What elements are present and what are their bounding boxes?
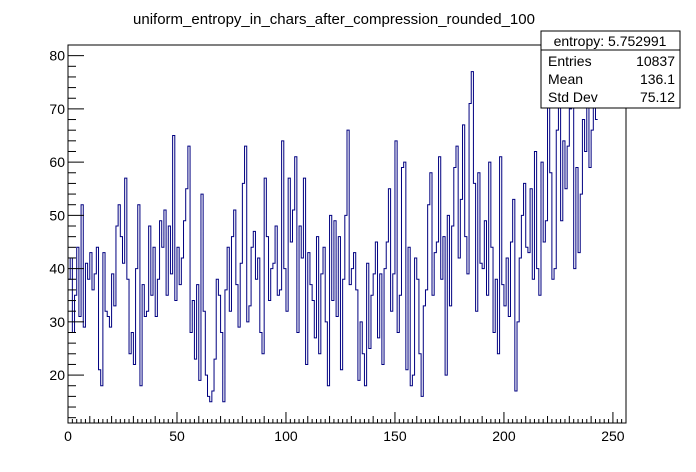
- stats-value-stddev: 75.12: [640, 89, 675, 105]
- chart-title: uniform_entropy_in_chars_after_compressi…: [133, 11, 535, 28]
- stats-box-title: entropy: 5.752991: [554, 33, 667, 49]
- stats-label-mean: Mean: [548, 71, 583, 87]
- y-tick-label: 50: [49, 207, 65, 223]
- x-tick-label: 150: [383, 428, 407, 444]
- y-tick-label: 30: [49, 314, 65, 330]
- x-tick-label: 50: [169, 428, 185, 444]
- stats-value-entries: 10837: [636, 53, 675, 69]
- histogram-series: [68, 71, 598, 403]
- x-axis: 0 50 100 150 200 250: [64, 412, 627, 444]
- stats-label-stddev: Std Dev: [548, 89, 598, 105]
- x-tick-label: 100: [274, 428, 298, 444]
- histogram-step-line: [68, 71, 598, 403]
- stats-value-mean: 136.1: [640, 71, 675, 87]
- x-tick-label: 200: [492, 428, 516, 444]
- y-tick-label: 70: [49, 101, 65, 117]
- y-tick-label: 40: [49, 261, 65, 277]
- stats-label-entries: Entries: [548, 53, 592, 69]
- y-axis: 20 30 40 50 60 70 80: [49, 44, 84, 419]
- y-tick-label: 60: [49, 154, 65, 170]
- stats-box: entropy: 5.752991 Entries 10837 Mean 136…: [540, 30, 681, 109]
- stats-box-frame: [540, 30, 681, 109]
- x-tick-label: 0: [64, 428, 72, 444]
- plot-frame: [67, 44, 627, 424]
- y-tick-label: 20: [49, 367, 65, 383]
- y-tick-label: 80: [49, 48, 65, 64]
- x-tick-label: 250: [601, 428, 625, 444]
